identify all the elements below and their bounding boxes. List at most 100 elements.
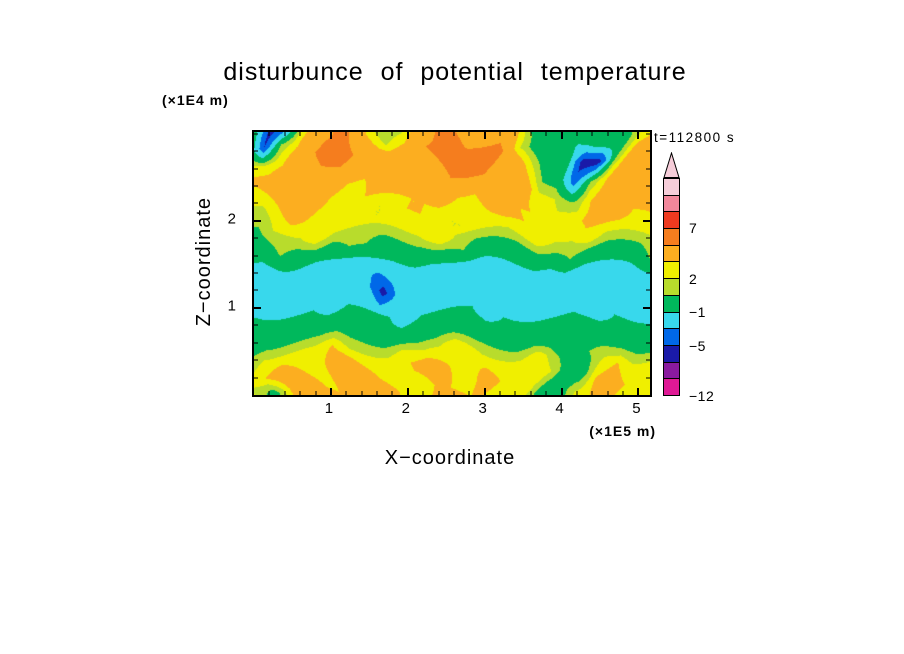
y-minor-tick xyxy=(254,185,258,187)
y-minor-tick xyxy=(254,168,258,170)
x-major-tick xyxy=(560,132,563,139)
x-minor-tick xyxy=(284,391,286,395)
y-tick-label: 2 xyxy=(227,210,236,228)
colorbar-label: −12 xyxy=(689,388,715,404)
time-label: t=112800 s xyxy=(654,130,736,145)
x-minor-tick xyxy=(530,132,532,136)
y-major-tick xyxy=(254,219,261,222)
x-tick-label: 3 xyxy=(478,400,487,417)
x-minor-tick xyxy=(591,132,593,136)
x-minor-tick xyxy=(607,132,609,136)
colorbar-segment xyxy=(663,211,680,230)
x-minor-tick xyxy=(499,391,501,395)
colorbar-segment xyxy=(663,311,680,330)
x-major-tick xyxy=(637,388,640,395)
x-major-tick xyxy=(406,388,409,395)
y-minor-tick xyxy=(254,324,258,326)
x-minor-tick xyxy=(622,132,624,136)
y-tick-label: 1 xyxy=(227,297,236,315)
y-axis-title: Z−coordinate xyxy=(192,196,215,327)
y-major-tick xyxy=(643,306,650,309)
y-axis-title-wrap: Z−coordinate xyxy=(190,130,218,393)
y-minor-tick xyxy=(646,359,650,361)
x-tick-label: 4 xyxy=(555,400,564,417)
colorbar-segment xyxy=(663,378,680,396)
x-minor-tick xyxy=(284,132,286,136)
x-minor-tick xyxy=(345,391,347,395)
colorbar-label: −1 xyxy=(689,304,706,321)
x-minor-tick xyxy=(299,391,301,395)
x-minor-tick xyxy=(315,132,316,136)
y-minor-tick xyxy=(646,255,650,257)
y-minor-tick xyxy=(646,202,650,204)
colorbar-segments xyxy=(663,178,680,396)
x-minor-tick xyxy=(376,391,378,395)
colorbar-segment xyxy=(663,244,680,263)
colorbar-segment xyxy=(663,344,680,363)
x-tick-label: 5 xyxy=(632,400,641,417)
x-minor-tick xyxy=(422,391,424,395)
x-tick-label: 1 xyxy=(324,400,334,417)
plot-area xyxy=(252,130,652,397)
x-minor-tick xyxy=(468,132,470,136)
y-minor-tick xyxy=(646,168,650,170)
x-minor-tick xyxy=(514,391,516,395)
colorbar-label: 2 xyxy=(689,270,698,287)
y-minor-tick xyxy=(646,272,650,274)
y-minor-tick xyxy=(254,255,258,257)
x-minor-tick xyxy=(422,132,424,136)
colorbar-arrow-shape xyxy=(663,152,680,178)
colorbar-label: 7 xyxy=(689,220,698,237)
x-minor-tick xyxy=(438,132,440,136)
y-minor-tick xyxy=(646,342,650,344)
x-minor-tick xyxy=(268,391,270,395)
x-minor-tick xyxy=(376,132,378,136)
x-axis-unit-label: (×1E5 m) xyxy=(589,423,656,439)
colorbar: 7 2 −1 −5 −12 xyxy=(663,152,763,404)
colorbar-segment xyxy=(663,194,680,213)
x-minor-tick xyxy=(453,391,455,395)
x-minor-tick xyxy=(391,391,393,395)
x-minor-tick xyxy=(514,132,516,136)
x-major-tick xyxy=(406,132,409,139)
x-minor-tick xyxy=(576,391,578,395)
x-major-tick xyxy=(329,388,332,395)
x-minor-tick xyxy=(361,132,363,136)
x-minor-tick xyxy=(545,132,547,136)
y-minor-tick xyxy=(646,377,650,379)
y-minor-tick xyxy=(254,342,258,344)
x-minor-tick xyxy=(468,391,470,395)
colorbar-segment xyxy=(663,328,680,346)
x-minor-tick xyxy=(576,132,578,136)
x-minor-tick xyxy=(315,391,316,395)
y-minor-tick xyxy=(254,202,258,204)
x-tick-labels: 1 2 3 4 5 xyxy=(252,400,648,418)
y-axis-unit-label: (×1E4 m) xyxy=(162,92,229,108)
colorbar-label: −5 xyxy=(689,337,706,354)
x-minor-tick xyxy=(391,132,393,136)
x-major-tick xyxy=(483,132,486,139)
heatmap-canvas xyxy=(254,132,650,395)
y-minor-tick xyxy=(646,324,650,326)
y-minor-tick xyxy=(646,150,650,152)
y-minor-tick xyxy=(254,359,258,361)
y-minor-tick xyxy=(254,272,258,274)
colorbar-segment xyxy=(663,361,680,380)
y-major-tick xyxy=(643,219,650,222)
x-minor-tick xyxy=(622,391,624,395)
x-axis-title: X−coordinate xyxy=(384,447,516,469)
x-minor-tick xyxy=(345,132,347,136)
colorbar-segment xyxy=(663,178,680,196)
y-minor-tick xyxy=(254,150,258,152)
y-minor-tick xyxy=(254,289,258,291)
y-minor-tick xyxy=(254,237,258,239)
colorbar-segment xyxy=(663,261,680,280)
x-major-tick xyxy=(329,132,332,139)
y-minor-tick xyxy=(646,289,650,291)
x-minor-tick xyxy=(299,132,301,136)
y-major-tick xyxy=(254,306,261,309)
x-minor-tick xyxy=(361,391,363,395)
y-minor-tick xyxy=(646,185,650,187)
y-minor-tick xyxy=(646,133,650,135)
x-minor-tick xyxy=(530,391,532,395)
